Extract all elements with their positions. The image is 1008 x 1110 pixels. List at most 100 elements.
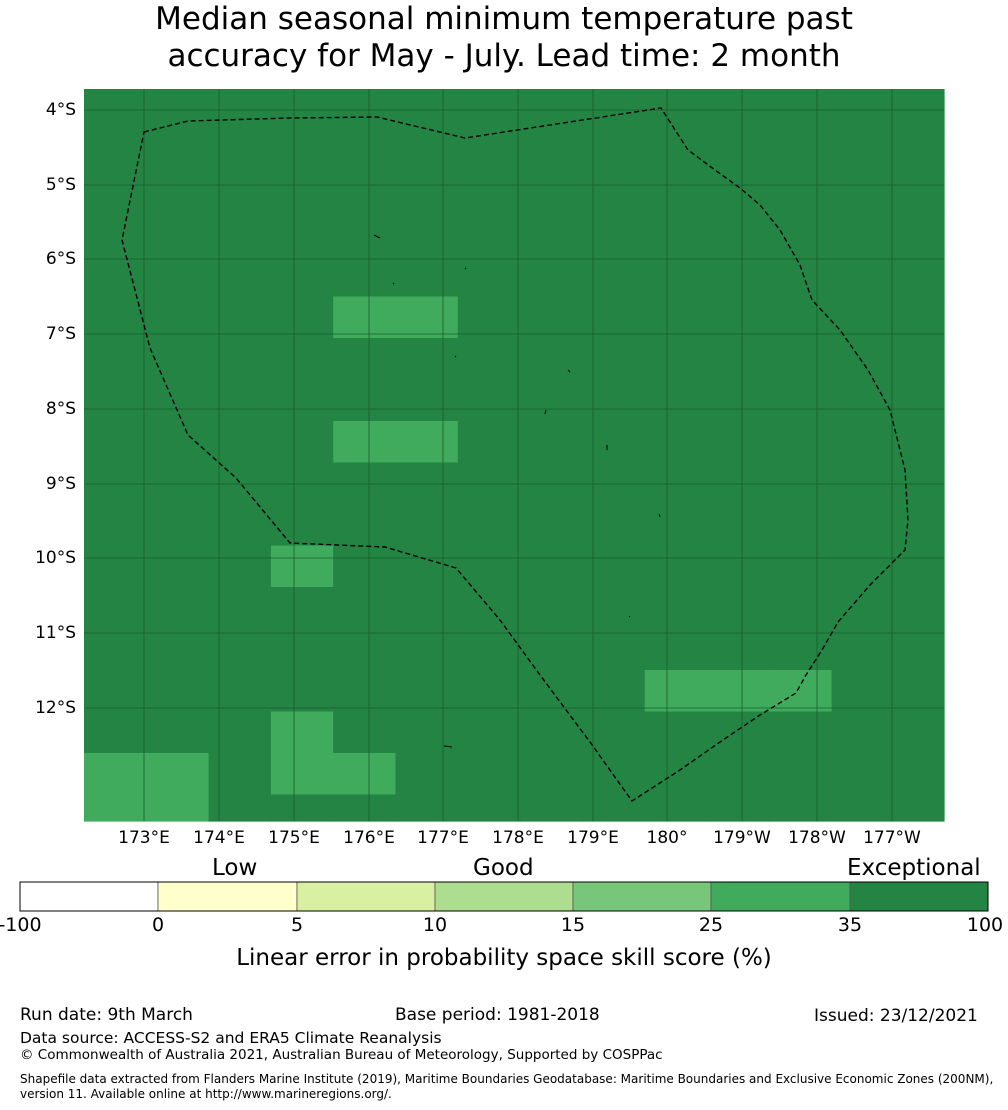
grid-cell — [84, 711, 147, 754]
category-low: Low — [212, 855, 258, 881]
grid-cell — [270, 504, 334, 547]
colorbar-segment — [157, 881, 298, 912]
colorbar-tick: 0 — [151, 914, 165, 936]
lon-label: 176°E — [343, 828, 395, 848]
grid-cell — [707, 504, 770, 547]
grid-cell — [707, 711, 770, 754]
grid-cell — [457, 255, 521, 298]
grid-cell — [769, 296, 833, 339]
colorbar-segment — [849, 881, 989, 912]
grid-cell — [457, 421, 521, 464]
grid-cell — [707, 628, 770, 671]
grid-cell — [831, 794, 895, 822]
grid-cell — [520, 379, 583, 422]
grid-cell — [146, 794, 210, 822]
grid-cell — [520, 130, 583, 173]
grid-cell — [84, 421, 147, 464]
grid-cell — [84, 462, 147, 505]
grid-cell — [457, 379, 521, 422]
grid-cell — [831, 587, 895, 630]
grid-cell — [831, 462, 895, 505]
grid-cell — [333, 172, 397, 215]
grid-cell — [769, 753, 833, 796]
grid-cell — [644, 172, 708, 215]
grid-cell — [395, 753, 459, 796]
grid-cell — [457, 711, 521, 754]
grid-cell — [84, 255, 147, 298]
grid-cell — [769, 172, 833, 215]
grid-cell — [270, 130, 334, 173]
map-title-line-1: Median seasonal minimum temperature past — [155, 1, 853, 37]
grid-cell — [707, 296, 770, 339]
grid-cell — [270, 628, 334, 671]
colorbar-tick: 35 — [837, 914, 863, 936]
colorbar-segment — [434, 881, 574, 912]
grid-cell — [146, 172, 210, 215]
grid-cell — [333, 213, 397, 256]
grid-cell — [146, 587, 210, 630]
lon-label: 180° — [646, 828, 688, 848]
data-source: Data source: ACCESS-S2 and ERA5 Climate … — [20, 1029, 442, 1047]
grid-cell — [707, 421, 770, 464]
lon-label: 179°W — [713, 828, 771, 848]
grid-cell — [893, 587, 945, 630]
grid-cell — [270, 379, 334, 422]
grid-cell — [333, 794, 397, 822]
grid-cell — [893, 545, 945, 588]
grid-cell — [644, 504, 708, 547]
grid-cell — [831, 545, 895, 588]
grid-cell — [520, 545, 583, 588]
grid-cell — [644, 130, 708, 173]
grid-cell — [333, 670, 397, 713]
grid-cell — [395, 130, 459, 173]
lon-label: 173°E — [118, 828, 170, 848]
grid-cell — [333, 462, 397, 505]
grid-cell — [395, 296, 459, 339]
grid-cell — [831, 213, 895, 256]
grid-cell — [644, 628, 708, 671]
grid-cell — [644, 711, 708, 754]
grid-cell — [333, 587, 397, 630]
grid-cell — [644, 213, 708, 256]
grid-cell — [520, 462, 583, 505]
grid-cell — [146, 545, 210, 588]
grid-cell — [457, 504, 521, 547]
grid-cell — [644, 421, 708, 464]
grid-cell — [520, 296, 583, 339]
grid-cell — [270, 587, 334, 630]
grid-cell — [707, 130, 770, 173]
grid-cell — [457, 628, 521, 671]
grid-cell — [146, 296, 210, 339]
grid-cell — [84, 794, 147, 822]
grid-cell — [769, 711, 833, 754]
lat-label: 6°S — [45, 249, 76, 269]
grid-cell — [333, 338, 397, 381]
grid-cell — [395, 628, 459, 671]
grid-cell — [893, 213, 945, 256]
grid-cell — [395, 587, 459, 630]
grid-cell — [707, 794, 770, 822]
grid-cell — [769, 255, 833, 298]
grid-cell — [84, 670, 147, 713]
grid-cell — [644, 338, 708, 381]
grid-cell — [146, 338, 210, 381]
grid-cell — [146, 711, 210, 754]
grid-cell — [520, 794, 583, 822]
grid-cell — [831, 504, 895, 547]
grid-cell — [520, 421, 583, 464]
grid-cell — [769, 213, 833, 256]
grid-cell — [84, 504, 147, 547]
grid-cell — [146, 130, 210, 173]
grid-cell — [457, 545, 521, 588]
colorbar-tick: 15 — [560, 914, 586, 936]
grid-cell — [893, 504, 945, 547]
grid-cell — [333, 379, 397, 422]
colorbar-segment — [710, 881, 851, 912]
grid-cell — [769, 379, 833, 422]
grid-cell — [270, 670, 334, 713]
grid-cell — [769, 794, 833, 822]
grid-cell — [707, 753, 770, 796]
grid-cell — [333, 504, 397, 547]
grid-cell — [146, 462, 210, 505]
grid-cell — [84, 545, 147, 588]
